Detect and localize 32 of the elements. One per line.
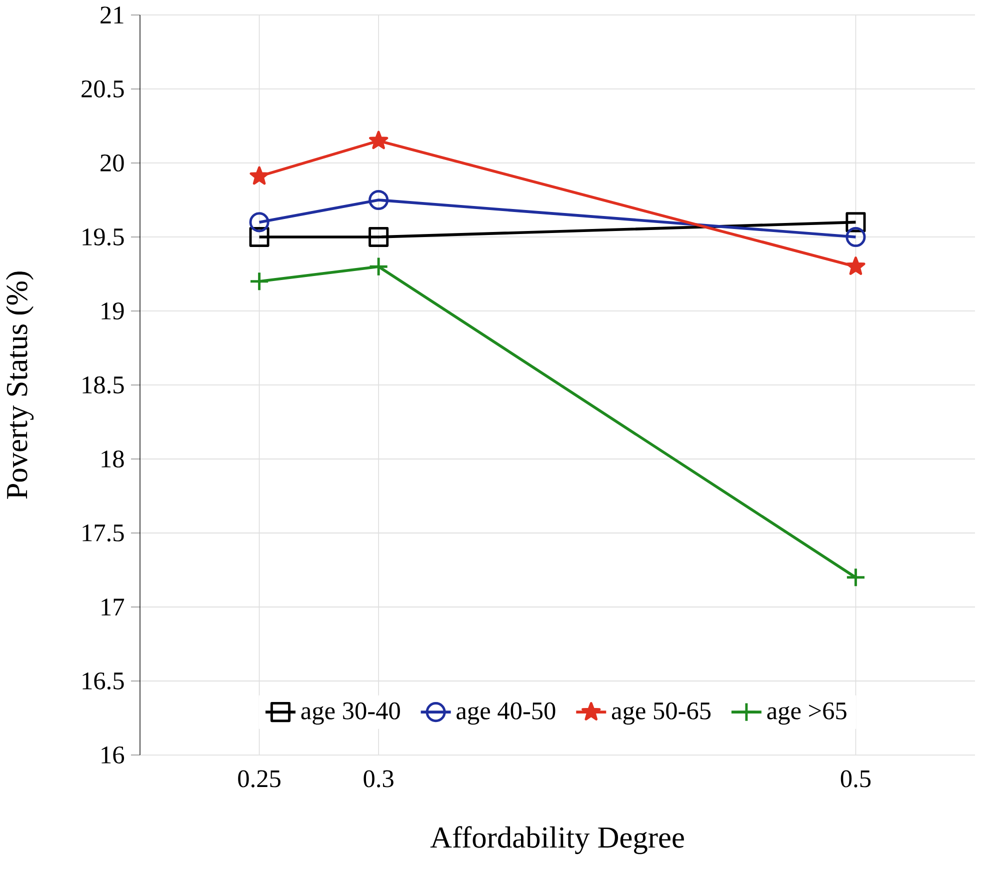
y-tick-label: 20 [100, 154, 124, 172]
y-tick-label: 20.5 [82, 80, 124, 98]
x-tick-label: 0.3 [364, 770, 394, 788]
y-tick-label: 19.5 [82, 228, 124, 246]
x-axis-title: Affordability Degree [430, 826, 684, 854]
y-tick-label: 19 [102, 302, 124, 320]
y-tick-label: 16 [102, 746, 124, 764]
point [368, 256, 389, 277]
x-tick-label: 0.5 [840, 770, 871, 788]
point [846, 567, 866, 588]
x-tick-label: 0.25 [238, 770, 280, 788]
point [368, 130, 388, 150]
point [250, 166, 269, 185]
point [846, 226, 866, 248]
y-tick-label: 21 [100, 6, 124, 24]
point [368, 226, 389, 248]
y-tick-label: 16.5 [82, 672, 124, 690]
y-tick-label: 17 [102, 598, 124, 616]
point [846, 212, 866, 232]
y-tick-label: 18 [102, 450, 124, 468]
legend-label: age 30-40 [301, 702, 400, 725]
y-tick-label: 17.5 [82, 524, 124, 542]
point [249, 226, 270, 248]
point [846, 256, 866, 275]
point [368, 190, 389, 210]
point [249, 271, 270, 292]
point [249, 212, 270, 232]
legend-label: age 50-65 [612, 702, 711, 725]
legend-label: age 40-50 [456, 702, 556, 725]
legend-label: age >65 [767, 702, 846, 725]
y-tick-label: 18.5 [82, 376, 124, 394]
y-axis-title: Poverty Status (%) [6, 272, 34, 499]
